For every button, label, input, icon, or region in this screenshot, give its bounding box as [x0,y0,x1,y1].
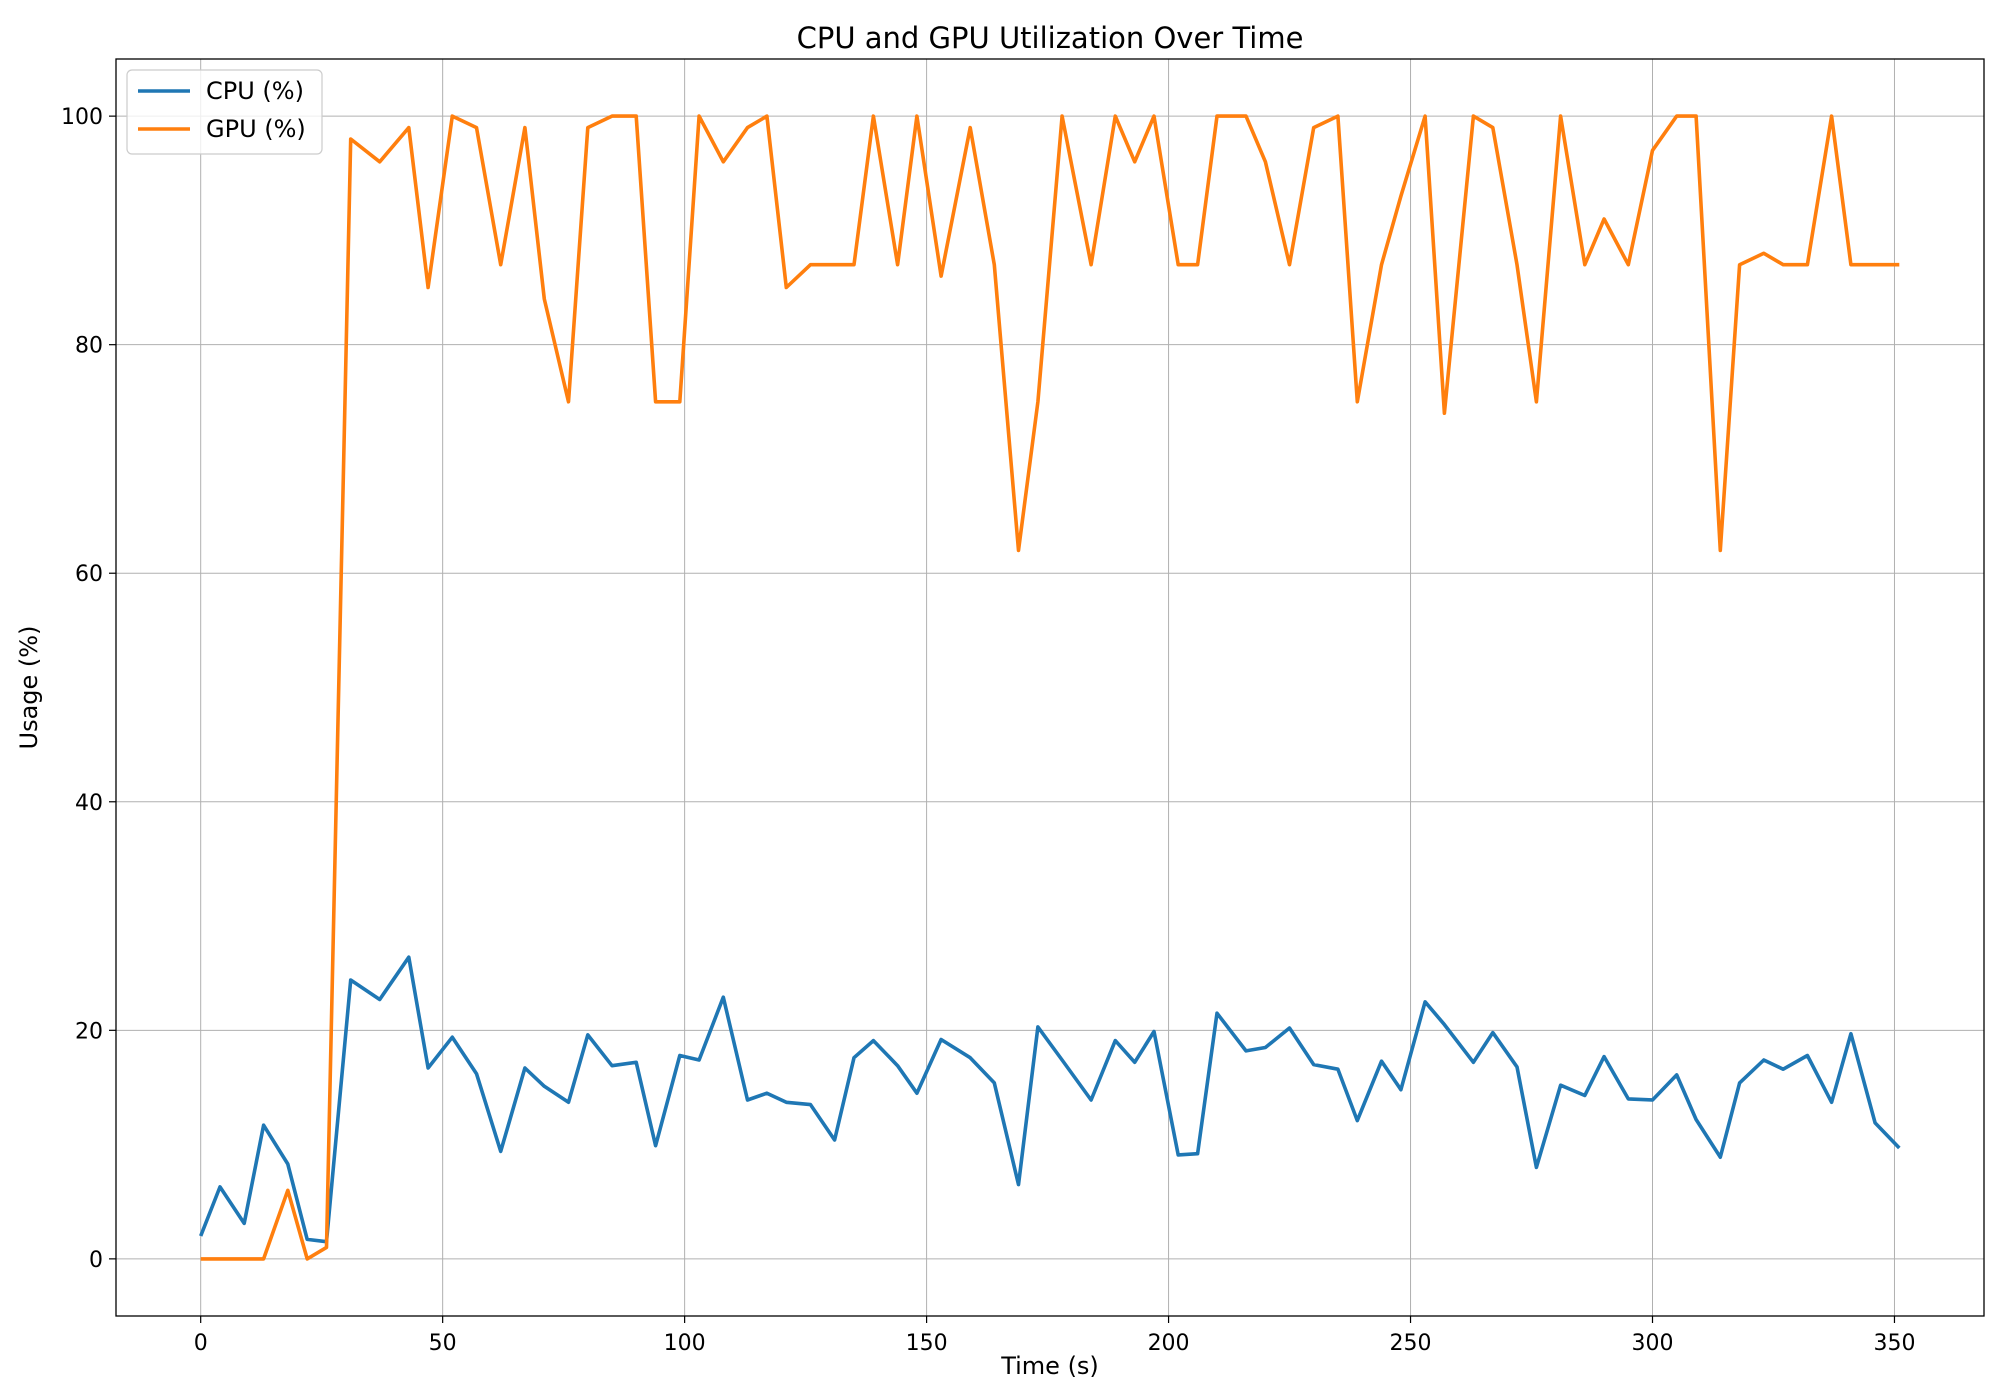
plot-frame [115,58,1985,1317]
grid [116,59,1984,1316]
y-tick-label: 60 [75,562,103,587]
series-layer [199,114,1901,1261]
y-tick-label: 40 [75,791,103,816]
series-line-gpu [200,114,1900,1261]
x-tick-label: 200 [1148,1331,1190,1356]
series-line-cpu [199,955,1901,1244]
legend-label-cpu: CPU (%) [206,77,304,105]
legend-label-gpu: GPU (%) [206,115,306,143]
x-tick-label: 0 [194,1331,208,1356]
legend: CPU (%) GPU (%) [126,69,323,155]
x-tick-label: 150 [906,1331,948,1356]
y-tick-label: 80 [75,334,103,359]
x-axis-ticks: 0 50 100 150 200 250 300 350 [194,1316,1915,1356]
y-tick-label: 0 [89,1248,103,1273]
x-tick-label: 100 [664,1331,706,1356]
chart-title: CPU and GPU Utilization Over Time [797,21,1304,55]
x-tick-label: 300 [1632,1331,1674,1356]
x-tick-label: 250 [1390,1331,1432,1356]
x-tick-label: 50 [429,1331,457,1356]
x-tick-label: 350 [1873,1331,1915,1356]
y-axis-ticks: 0 20 40 60 80 100 [61,105,116,1273]
x-axis-label: Time (s) [1000,1352,1099,1380]
y-axis-label: Usage (%) [15,626,43,750]
y-tick-label: 100 [61,105,103,130]
y-tick-label: 20 [75,1019,103,1044]
